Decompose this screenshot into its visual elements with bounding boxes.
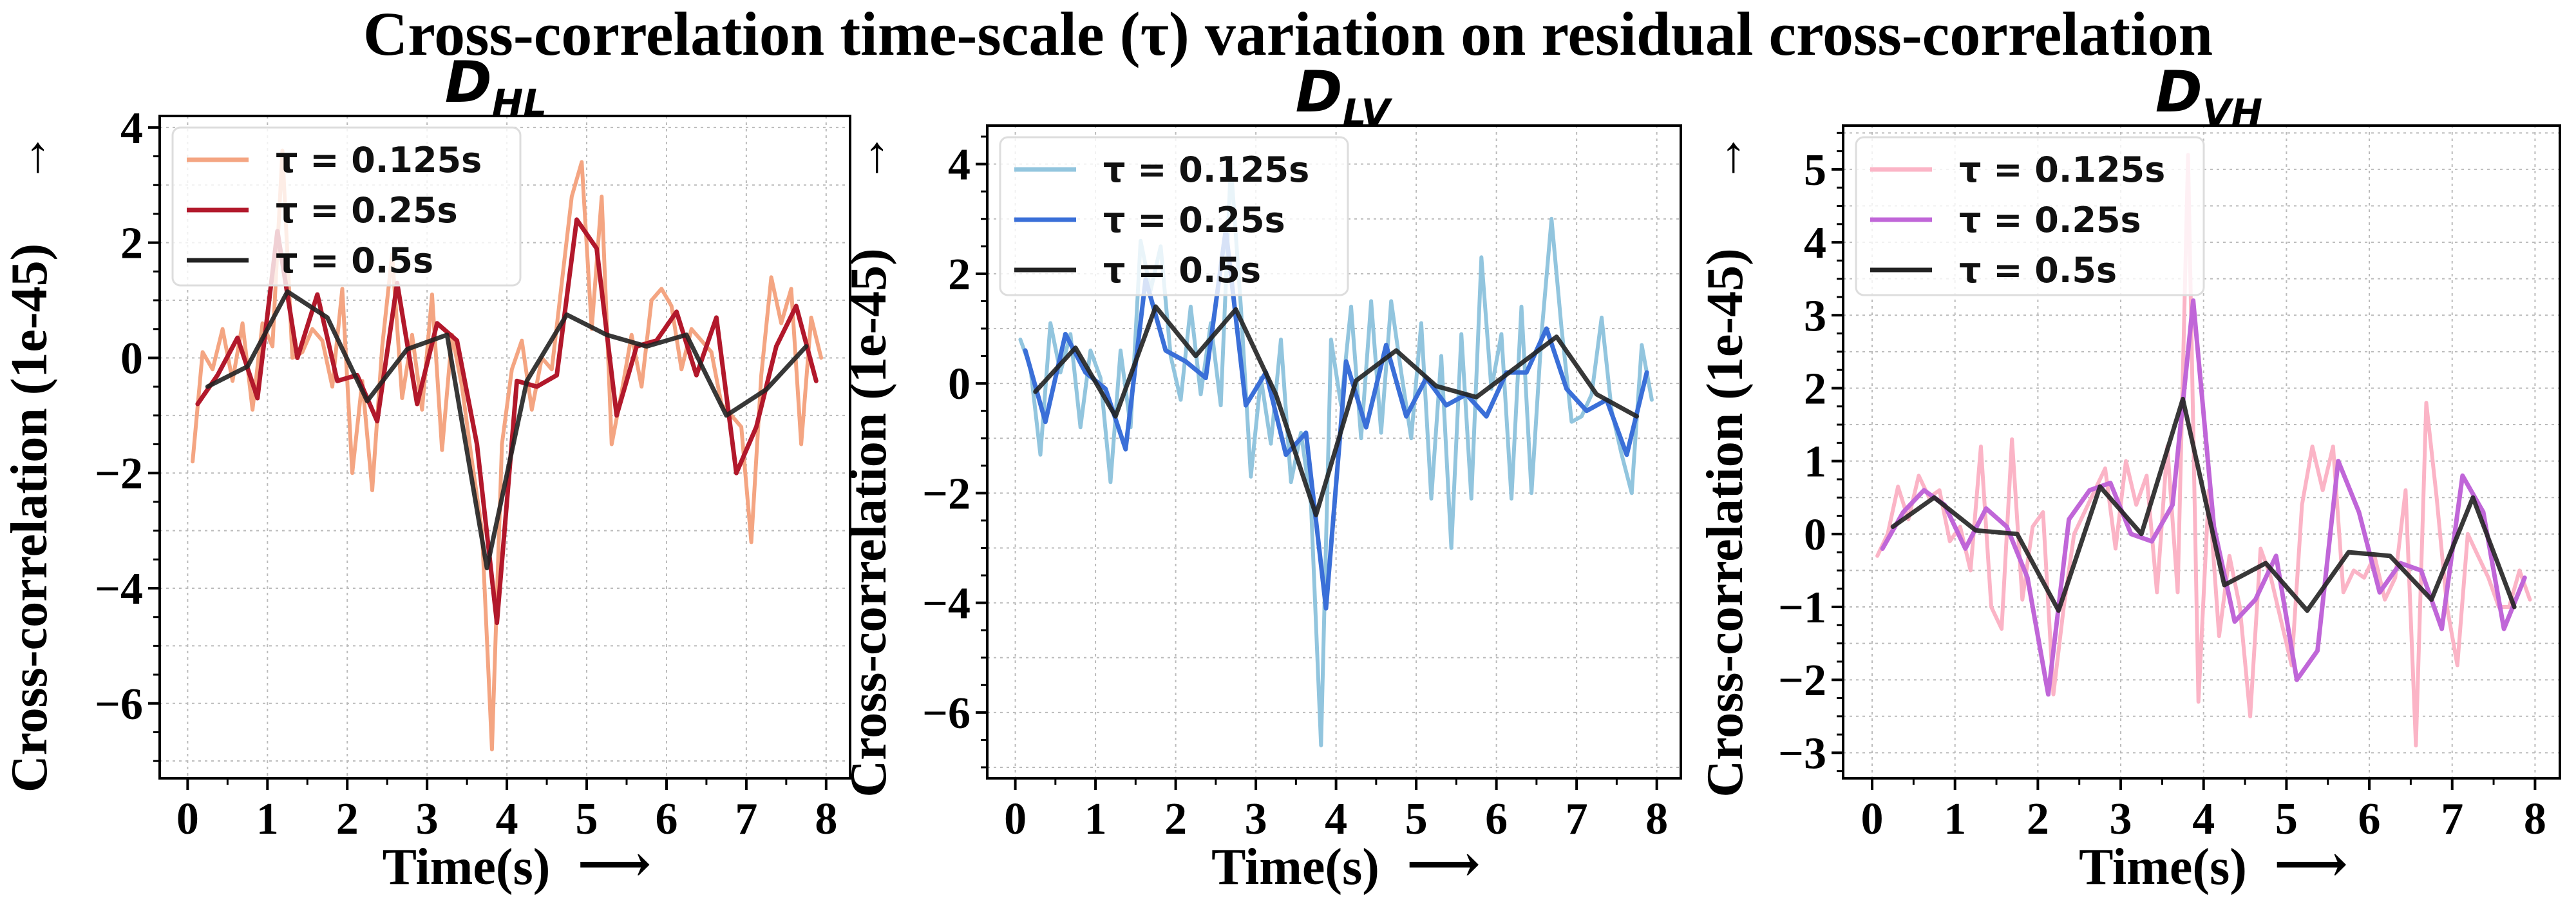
figure-title: Cross-correlation time-scale (τ) variati… (363, 0, 2213, 68)
x-tick-label: 4 (2192, 794, 2215, 844)
y-tick-label: 0 (1804, 510, 1826, 560)
y-tick-label: 2 (1804, 364, 1826, 414)
panel-title-main: D (445, 49, 492, 115)
x-tick-label: 2 (1164, 794, 1187, 844)
y-axis-label: Cross-correlation (1e-45) (840, 248, 897, 797)
y-tick-label: −6 (922, 689, 971, 738)
legend-box (1855, 136, 2205, 296)
panel-title-subscript: HL (492, 81, 547, 125)
x-axis-label: Time(s) (2079, 839, 2247, 896)
y-tick-label: 2 (948, 250, 971, 300)
x-tick-label: 7 (2441, 794, 2463, 844)
x-tick-label: 5 (1405, 794, 1428, 844)
legend-label-1: τ = 0.125s (276, 140, 482, 180)
series-line-2 (195, 217, 819, 626)
panel-title: DHL (445, 49, 547, 125)
x-tick-label: 5 (576, 794, 598, 844)
y-axis-label: Cross-correlation (1e-45) (1, 244, 58, 792)
x-axis-arrow: ⟶ (1406, 836, 1481, 893)
x-axis-label: Time(s) (383, 839, 551, 896)
x-tick-label: 3 (416, 794, 439, 844)
legend-label-1: τ = 0.125s (1103, 149, 1309, 190)
y-tick-label: 5 (1804, 146, 1826, 195)
y-tick-label: −2 (1778, 656, 1826, 705)
y-tick-label: −4 (922, 579, 971, 629)
panel-title: DVH (2155, 59, 2262, 135)
x-tick-label: 2 (336, 794, 359, 844)
x-tick-label: 2 (2027, 794, 2049, 844)
plot-frame (158, 115, 851, 780)
x-tick-label: 0 (176, 794, 199, 844)
legend-label-2: τ = 0.25s (276, 190, 458, 231)
y-axis-arrow: → (840, 132, 897, 184)
y-tick-label: −1 (1778, 583, 1826, 633)
plot-frame (986, 124, 1682, 780)
chart-panel-hl: 0 1 2 3 4 5 6 7 8 −6 −4 −2 0 2 4 τ = 0.125s τ = 0.25s τ =… (1, 49, 851, 896)
y-tick-label: −3 (1778, 729, 1826, 778)
y-tick-label: 1 (1804, 437, 1826, 487)
y-tick-label: −2 (922, 469, 971, 519)
legend-label-3: τ = 0.5s (1103, 250, 1261, 291)
y-tick-label: 0 (120, 334, 143, 383)
series-line-3 (1033, 304, 1639, 517)
y-tick-label: 4 (120, 104, 143, 153)
x-tick-label: 0 (1861, 794, 1884, 844)
x-tick-label: 5 (2275, 794, 2298, 844)
y-tick-label: 2 (120, 219, 143, 269)
legend-label-1: τ = 0.125s (1959, 149, 2165, 190)
y-tick-label: −4 (95, 564, 143, 614)
x-tick-label: 1 (1084, 794, 1107, 844)
x-tick-label: 6 (655, 794, 677, 844)
y-tick-label: 0 (948, 360, 971, 409)
y-axis-label: Cross-correlation (1e-45) (1697, 248, 1754, 797)
x-tick-label: 8 (815, 794, 837, 844)
legend-box (171, 126, 522, 287)
x-tick-label: 1 (1944, 794, 1966, 844)
x-tick-label: 7 (735, 794, 757, 844)
x-tick-label: 1 (256, 794, 279, 844)
y-tick-label: 4 (948, 140, 971, 190)
series-line-3 (205, 289, 809, 571)
legend-box (999, 136, 1349, 296)
panel-title-main: D (1296, 59, 1343, 125)
y-tick-label: −6 (95, 680, 143, 729)
series-line-2 (1023, 227, 1649, 611)
y-tick-label: 3 (1804, 291, 1826, 341)
x-axis-arrow: ⟶ (578, 836, 652, 893)
legend-label-2: τ = 0.25s (1959, 200, 2141, 240)
y-tick-label: 4 (1804, 218, 1826, 268)
plot-frame (1842, 124, 2561, 780)
y-axis-arrow: → (1697, 132, 1754, 184)
x-tick-label: 8 (2524, 794, 2546, 844)
y-axis-arrow: → (1, 132, 58, 184)
x-tick-label: 4 (1325, 794, 1347, 844)
x-tick-label: 4 (496, 794, 518, 844)
x-axis-arrow: ⟶ (2274, 836, 2348, 893)
panel-title-main: D (2155, 59, 2202, 125)
y-tick-label: −2 (95, 449, 143, 499)
panel-title-subscript: VH (2202, 91, 2262, 135)
x-tick-label: 7 (1566, 794, 1588, 844)
legend-label-3: τ = 0.5s (1959, 250, 2117, 291)
panel-title-subscript: LV (1343, 91, 1393, 135)
panel-title: DLV (1296, 59, 1393, 135)
x-axis-label: Time(s) (1211, 839, 1379, 896)
x-tick-label: 3 (1245, 794, 1267, 844)
chart-panel-vh: 0 1 2 3 4 5 6 7 8 −3 −2 −1 0 1 2 3 4 5 τ = 0.125s τ = 0.25s… (1697, 59, 2561, 896)
chart-panel-lv: 0 1 2 3 4 5 6 7 8 −6 −4 −2 0 2 4 τ = 0.125s τ = 0.25s τ =… (840, 59, 1682, 896)
legend-label-2: τ = 0.25s (1103, 200, 1285, 240)
series-line-2 (1880, 298, 2527, 697)
legend-label-3: τ = 0.5s (276, 240, 433, 281)
x-tick-label: 6 (1485, 794, 1508, 844)
series-line-3 (1890, 396, 2517, 613)
x-tick-label: 8 (1645, 794, 1668, 844)
x-tick-label: 0 (1004, 794, 1027, 844)
x-tick-label: 6 (2358, 794, 2381, 844)
x-tick-label: 3 (2110, 794, 2132, 844)
